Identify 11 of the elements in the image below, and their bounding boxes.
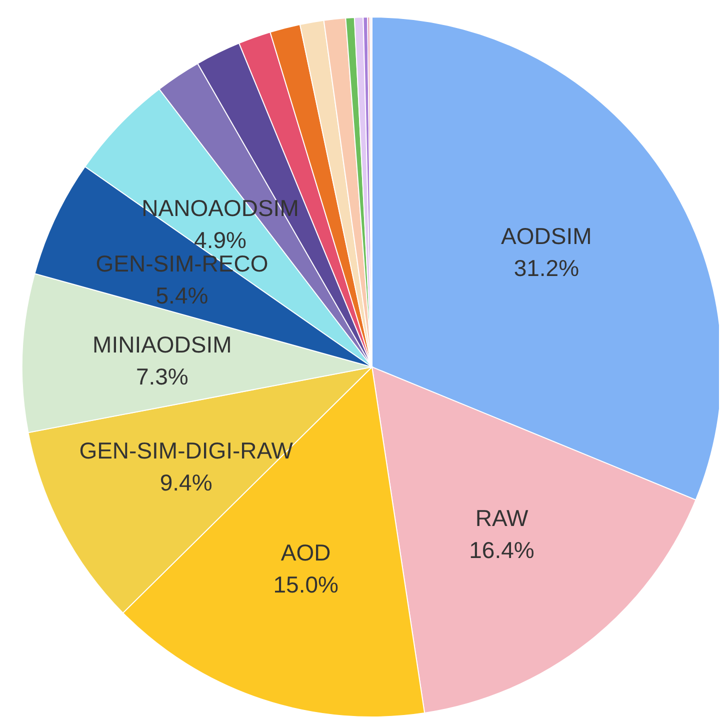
slice-label: AOD	[280, 539, 331, 566]
slice-label: RAW	[475, 505, 528, 532]
data-label: 7.3%	[136, 363, 188, 390]
data-label: 9.4%	[160, 470, 212, 496]
data-label: 4.9%	[194, 226, 246, 253]
slice-label: AODSIM	[501, 223, 592, 250]
data-label: 16.4%	[469, 537, 534, 564]
data-label: 15.0%	[273, 571, 338, 598]
data-label: 5.4%	[156, 282, 208, 309]
slice-label: MINIAODSIM	[92, 331, 232, 358]
data-label: 31.2%	[514, 255, 580, 282]
